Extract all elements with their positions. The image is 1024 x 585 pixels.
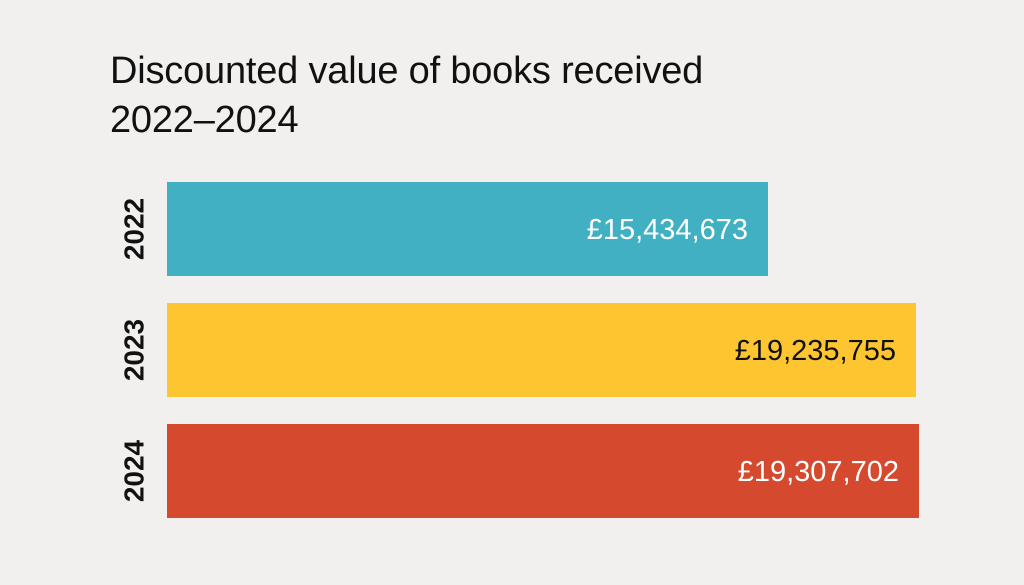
chart-title-line-1: Discounted value of books received bbox=[110, 50, 704, 92]
bar-2023 bbox=[167, 303, 916, 397]
chart-title-line-2: 2022–2024 bbox=[110, 99, 299, 141]
category-label-2022: 2022 bbox=[119, 198, 150, 260]
bar-2024 bbox=[167, 424, 919, 518]
category-label-2024: 2024 bbox=[119, 439, 150, 502]
value-label-2023: £19,235,755 bbox=[735, 335, 896, 367]
category-label-2023: 2023 bbox=[119, 319, 150, 381]
value-label-2024: £19,307,702 bbox=[738, 456, 899, 488]
bar-2022 bbox=[167, 182, 768, 276]
value-label-2022: £15,434,673 bbox=[587, 214, 748, 246]
